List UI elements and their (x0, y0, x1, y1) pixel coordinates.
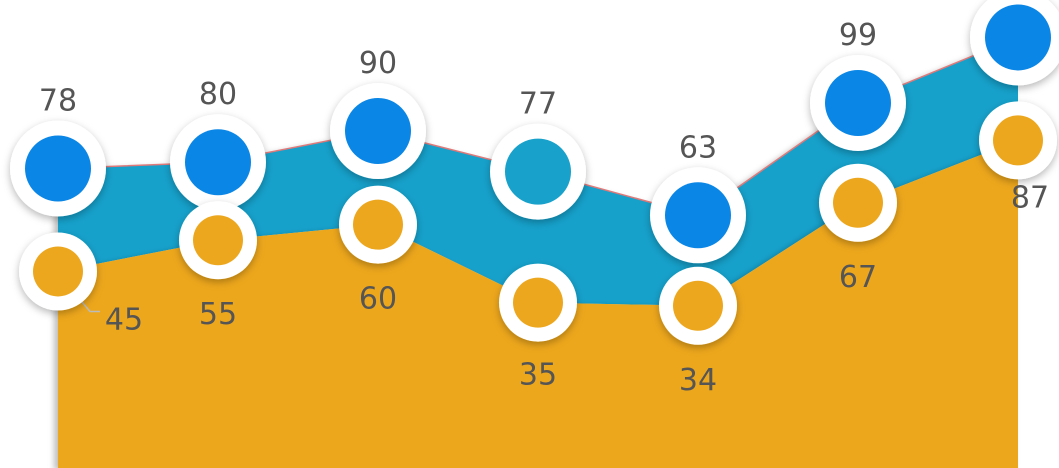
lower-data-label: 67 (839, 260, 877, 295)
data-labels: 78809077639912045556035346787 (39, 18, 1049, 398)
lower-data-label: 87 (1011, 180, 1049, 215)
upper-data-label: 99 (839, 18, 877, 53)
lower-data-label: 55 (199, 297, 237, 332)
lower-marker-dot (33, 246, 83, 297)
upper-marker (170, 114, 266, 211)
lower-marker (819, 163, 897, 242)
lower-data-label: 60 (359, 282, 397, 317)
lower-data-label: 34 (679, 363, 717, 398)
upper-marker-dot (505, 138, 571, 205)
upper-marker-dot (825, 69, 891, 136)
lower-marker (979, 101, 1057, 180)
upper-marker-dot (985, 4, 1051, 71)
upper-marker (650, 167, 746, 264)
upper-data-label: 78 (39, 83, 77, 118)
upper-data-label: 63 (679, 130, 717, 165)
upper-marker-dot (185, 129, 251, 196)
lower-marker-dot (353, 199, 403, 250)
lower-marker-dot (513, 277, 563, 328)
upper-marker-dot (25, 135, 91, 202)
upper-data-label: 77 (519, 87, 557, 122)
lower-marker-dot (833, 177, 883, 228)
upper-marker (970, 0, 1059, 86)
lower-marker-dot (993, 115, 1043, 166)
lower-marker-dot (193, 215, 243, 266)
upper-marker (810, 54, 906, 151)
lower-marker (19, 232, 97, 311)
upper-marker-dot (665, 182, 731, 249)
upper-data-label: 90 (359, 46, 397, 81)
upper-marker-dot (345, 98, 411, 165)
upper-data-label: 80 (199, 77, 237, 112)
lower-marker (659, 266, 737, 345)
lower-data-label: 45 (105, 302, 143, 337)
upper-marker (330, 83, 426, 180)
lower-marker (499, 263, 577, 342)
lower-data-label: 35 (519, 358, 557, 393)
data-markers (10, 0, 1059, 345)
lower-marker (339, 185, 417, 264)
lower-marker-dot (673, 280, 723, 331)
lower-marker (179, 201, 257, 280)
upper-marker (490, 123, 586, 220)
upper-marker (10, 120, 106, 217)
